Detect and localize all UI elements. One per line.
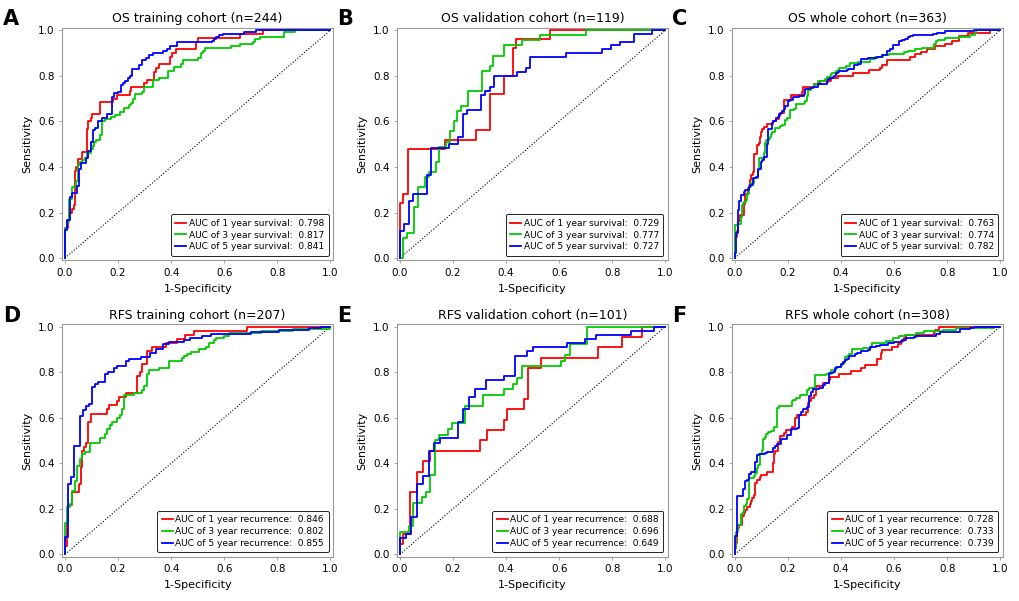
Y-axis label: Sensitivity: Sensitivity: [692, 411, 702, 469]
Title: RFS validation cohort (n=101): RFS validation cohort (n=101): [437, 309, 627, 322]
Y-axis label: Sensitivity: Sensitivity: [692, 115, 702, 173]
X-axis label: 1-Specificity: 1-Specificity: [163, 284, 231, 293]
Legend: AUC of 1 year recurrence:  0.688, AUC of 3 year recurrence:  0.696, AUC of 5 yea: AUC of 1 year recurrence: 0.688, AUC of …: [492, 511, 662, 552]
Y-axis label: Sensitivity: Sensitivity: [22, 411, 33, 469]
X-axis label: 1-Specificity: 1-Specificity: [163, 580, 231, 590]
Title: OS validation cohort (n=119): OS validation cohort (n=119): [440, 13, 624, 25]
Legend: AUC of 1 year recurrence:  0.728, AUC of 3 year recurrence:  0.733, AUC of 5 yea: AUC of 1 year recurrence: 0.728, AUC of …: [826, 511, 998, 552]
X-axis label: 1-Specificity: 1-Specificity: [498, 284, 567, 293]
Text: F: F: [672, 306, 686, 326]
Text: B: B: [337, 10, 354, 29]
Y-axis label: Sensitivity: Sensitivity: [357, 115, 367, 173]
Y-axis label: Sensitivity: Sensitivity: [22, 115, 33, 173]
Y-axis label: Sensitivity: Sensitivity: [357, 411, 367, 469]
Text: C: C: [672, 10, 687, 29]
Legend: AUC of 1 year survival:  0.763, AUC of 3 year survival:  0.774, AUC of 5 year su: AUC of 1 year survival: 0.763, AUC of 3 …: [840, 215, 998, 256]
Title: RFS training cohort (n=207): RFS training cohort (n=207): [109, 309, 285, 322]
Title: RFS whole cohort (n=308): RFS whole cohort (n=308): [785, 309, 949, 322]
Legend: AUC of 1 year survival:  0.729, AUC of 3 year survival:  0.777, AUC of 5 year su: AUC of 1 year survival: 0.729, AUC of 3 …: [505, 215, 662, 256]
Text: D: D: [3, 306, 20, 326]
Title: OS training cohort (n=244): OS training cohort (n=244): [112, 13, 282, 25]
Text: E: E: [337, 306, 352, 326]
Legend: AUC of 1 year survival:  0.798, AUC of 3 year survival:  0.817, AUC of 5 year su: AUC of 1 year survival: 0.798, AUC of 3 …: [170, 215, 328, 256]
X-axis label: 1-Specificity: 1-Specificity: [833, 580, 901, 590]
Title: OS whole cohort (n=363): OS whole cohort (n=363): [788, 13, 946, 25]
X-axis label: 1-Specificity: 1-Specificity: [833, 284, 901, 293]
Text: A: A: [3, 10, 18, 29]
Legend: AUC of 1 year recurrence:  0.846, AUC of 3 year recurrence:  0.802, AUC of 5 yea: AUC of 1 year recurrence: 0.846, AUC of …: [157, 511, 328, 552]
X-axis label: 1-Specificity: 1-Specificity: [498, 580, 567, 590]
